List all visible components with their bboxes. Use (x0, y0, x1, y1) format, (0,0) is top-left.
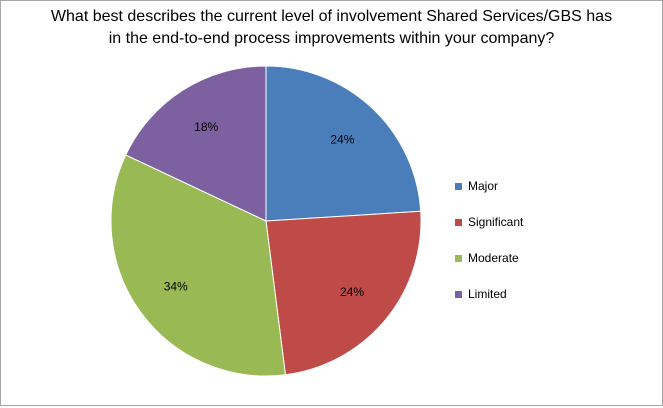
data-label-significant: 24% (340, 285, 364, 299)
legend-swatch (455, 182, 462, 190)
legend-label: Significant (468, 215, 524, 229)
legend-label: Limited (468, 287, 507, 301)
legend-item-significant: Significant (455, 204, 523, 240)
legend-swatch (455, 218, 462, 226)
legend-swatch (455, 290, 462, 298)
data-label-moderate: 34% (164, 280, 188, 294)
legend-item-moderate: Moderate (455, 240, 523, 276)
pie-slice-major (265, 65, 422, 222)
chart-title-line-1: What best describes the current level of… (50, 8, 613, 25)
legend-item-limited: Limited (455, 276, 523, 312)
chart-title-line-2: in the end-to-end process improvements w… (108, 30, 555, 47)
legend-swatch (455, 254, 462, 262)
pie-slice-moderate (110, 154, 286, 377)
pie-slice-significant (265, 210, 422, 376)
data-label-limited: 18% (194, 120, 218, 134)
legend-label: Major (468, 179, 499, 193)
chart-legend: Major Significant Moderate Limited (455, 168, 523, 312)
legend-item-major: Major (455, 168, 523, 204)
pie-slice-limited (125, 65, 267, 222)
chart-title: What best describes the current level of… (0, 6, 663, 50)
data-label-major: 24% (330, 133, 354, 147)
legend-label: Moderate (468, 251, 519, 265)
